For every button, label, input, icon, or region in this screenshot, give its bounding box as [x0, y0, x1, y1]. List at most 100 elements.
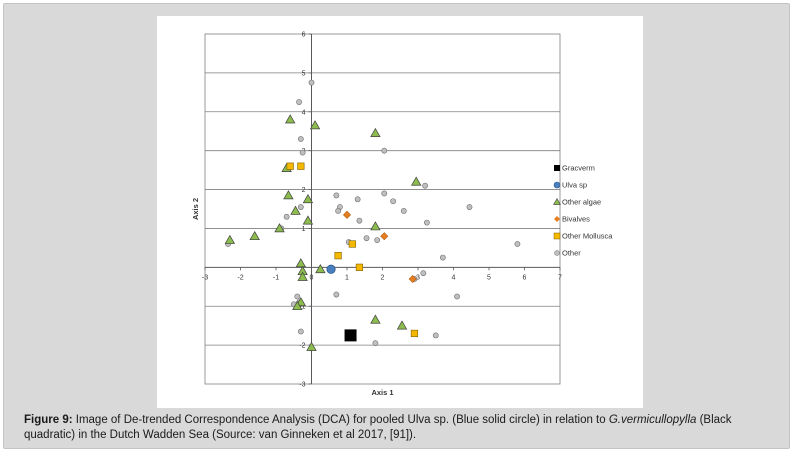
point-other — [381, 147, 388, 154]
figure-caption: Figure 9: Image of De-trended Correspond… — [24, 413, 784, 443]
point-other — [432, 332, 439, 339]
point-other — [363, 235, 370, 242]
legend-label-other-algae: Other algae — [562, 198, 601, 207]
x-tick-label: -1 — [273, 274, 279, 281]
y-tick-label: -3 — [299, 382, 305, 389]
legend-label-other-mollusca: Other Mollusca — [562, 232, 613, 241]
point-other — [374, 237, 381, 244]
legend-marker-other-algae — [553, 197, 561, 205]
point-other-algae — [297, 271, 308, 281]
point-other-algae — [411, 176, 422, 186]
point-other-mollusca — [410, 329, 419, 338]
legend-label-gracverm: Gracverm — [562, 164, 595, 173]
x-axis-title: Axis 1 — [371, 388, 393, 397]
point-other — [335, 208, 342, 214]
point-other-algae — [283, 190, 294, 200]
legend-marker-other — [554, 250, 560, 256]
point-other — [308, 79, 315, 86]
y-tick-label: 2 — [302, 187, 306, 194]
point-other — [333, 291, 340, 298]
point-other-algae — [274, 223, 285, 233]
point-other-algae — [370, 221, 381, 231]
point-bivalves — [380, 232, 389, 241]
point-other — [454, 293, 460, 300]
point-gracverm — [344, 329, 357, 342]
point-other — [356, 217, 363, 224]
y-axis-title: Axis 2 — [191, 198, 200, 220]
point-other-algae — [370, 314, 381, 324]
point-other — [299, 149, 306, 156]
point-other-algae — [284, 114, 296, 124]
point-other-algae — [290, 205, 301, 215]
point-other — [514, 241, 521, 247]
point-other — [381, 190, 388, 197]
point-other — [400, 208, 407, 214]
point-other-algae — [370, 127, 381, 137]
point-other-mollusca — [297, 162, 305, 170]
point-other — [297, 136, 304, 142]
x-tick-label: 4 — [452, 274, 456, 281]
y-tick-label: -2 — [299, 343, 305, 350]
point-other-mollusca — [286, 162, 294, 170]
legend: Gracverm Ulva sp Other algae Bivalves Other … — [553, 164, 613, 258]
point-other-mollusca — [334, 252, 342, 260]
point-other-algae — [306, 341, 317, 351]
y-tick-label: 4 — [302, 109, 306, 116]
point-other-mollusca — [348, 240, 356, 248]
point-other-mollusca — [355, 263, 364, 271]
point-other-algae — [302, 215, 314, 225]
x-tick-label: 0 — [310, 274, 314, 281]
x-tick-label: 6 — [523, 274, 527, 281]
point-other — [354, 196, 361, 203]
point-other-algae — [249, 230, 260, 241]
point-other — [297, 204, 304, 210]
data-points — [224, 79, 521, 351]
point-other-algae — [396, 320, 408, 330]
point-other-algae — [224, 234, 236, 244]
x-tick-label: 3 — [416, 274, 420, 281]
x-tick-label: 5 — [487, 274, 491, 281]
caption-label: Figure 9: — [24, 414, 73, 426]
x-tick-label: -2 — [237, 274, 243, 281]
point-other — [439, 254, 446, 261]
point-other-algae — [309, 120, 321, 130]
x-tick-label: 1 — [345, 274, 349, 281]
y-tick-label: 1 — [302, 226, 306, 233]
point-other — [297, 328, 304, 335]
point-other-algae — [315, 263, 326, 274]
plot-border — [204, 33, 561, 385]
legend-label-other: Other — [562, 249, 581, 258]
point-other — [294, 293, 301, 300]
point-ulva-sp — [326, 264, 336, 274]
point-other — [333, 192, 340, 199]
legend-marker-other-mollusca — [553, 232, 561, 240]
point-other-algae — [292, 300, 303, 311]
point-bivalves — [408, 274, 417, 284]
y-tick-label: -1 — [299, 304, 305, 311]
point-bivalves — [342, 210, 352, 219]
point-other — [390, 198, 397, 205]
legend-marker-gracverm — [554, 165, 560, 171]
point-other — [466, 204, 473, 210]
point-other — [296, 99, 302, 105]
point-other-algae — [302, 193, 314, 204]
caption-text: Image of De-trended Correspondence Analy… — [72, 414, 609, 426]
caption-source: (Black quadratic) in the Dutch Wadden Se… — [24, 414, 732, 441]
legend-marker-ulva-sp — [553, 181, 561, 189]
x-tick-label: 2 — [381, 274, 385, 281]
x-tick-label: 7 — [558, 274, 562, 281]
gridlines — [204, 33, 561, 385]
y-tick-label: 5 — [302, 70, 306, 77]
point-other — [422, 182, 428, 189]
point-other — [283, 213, 290, 220]
legend-marker-bivalves — [554, 216, 560, 222]
legend-label-ulva-sp: Ulva sp — [562, 181, 587, 190]
point-other — [420, 270, 427, 277]
x-tick-label: -3 — [202, 274, 208, 281]
point-other-algae — [295, 258, 307, 268]
point-other — [423, 219, 430, 226]
